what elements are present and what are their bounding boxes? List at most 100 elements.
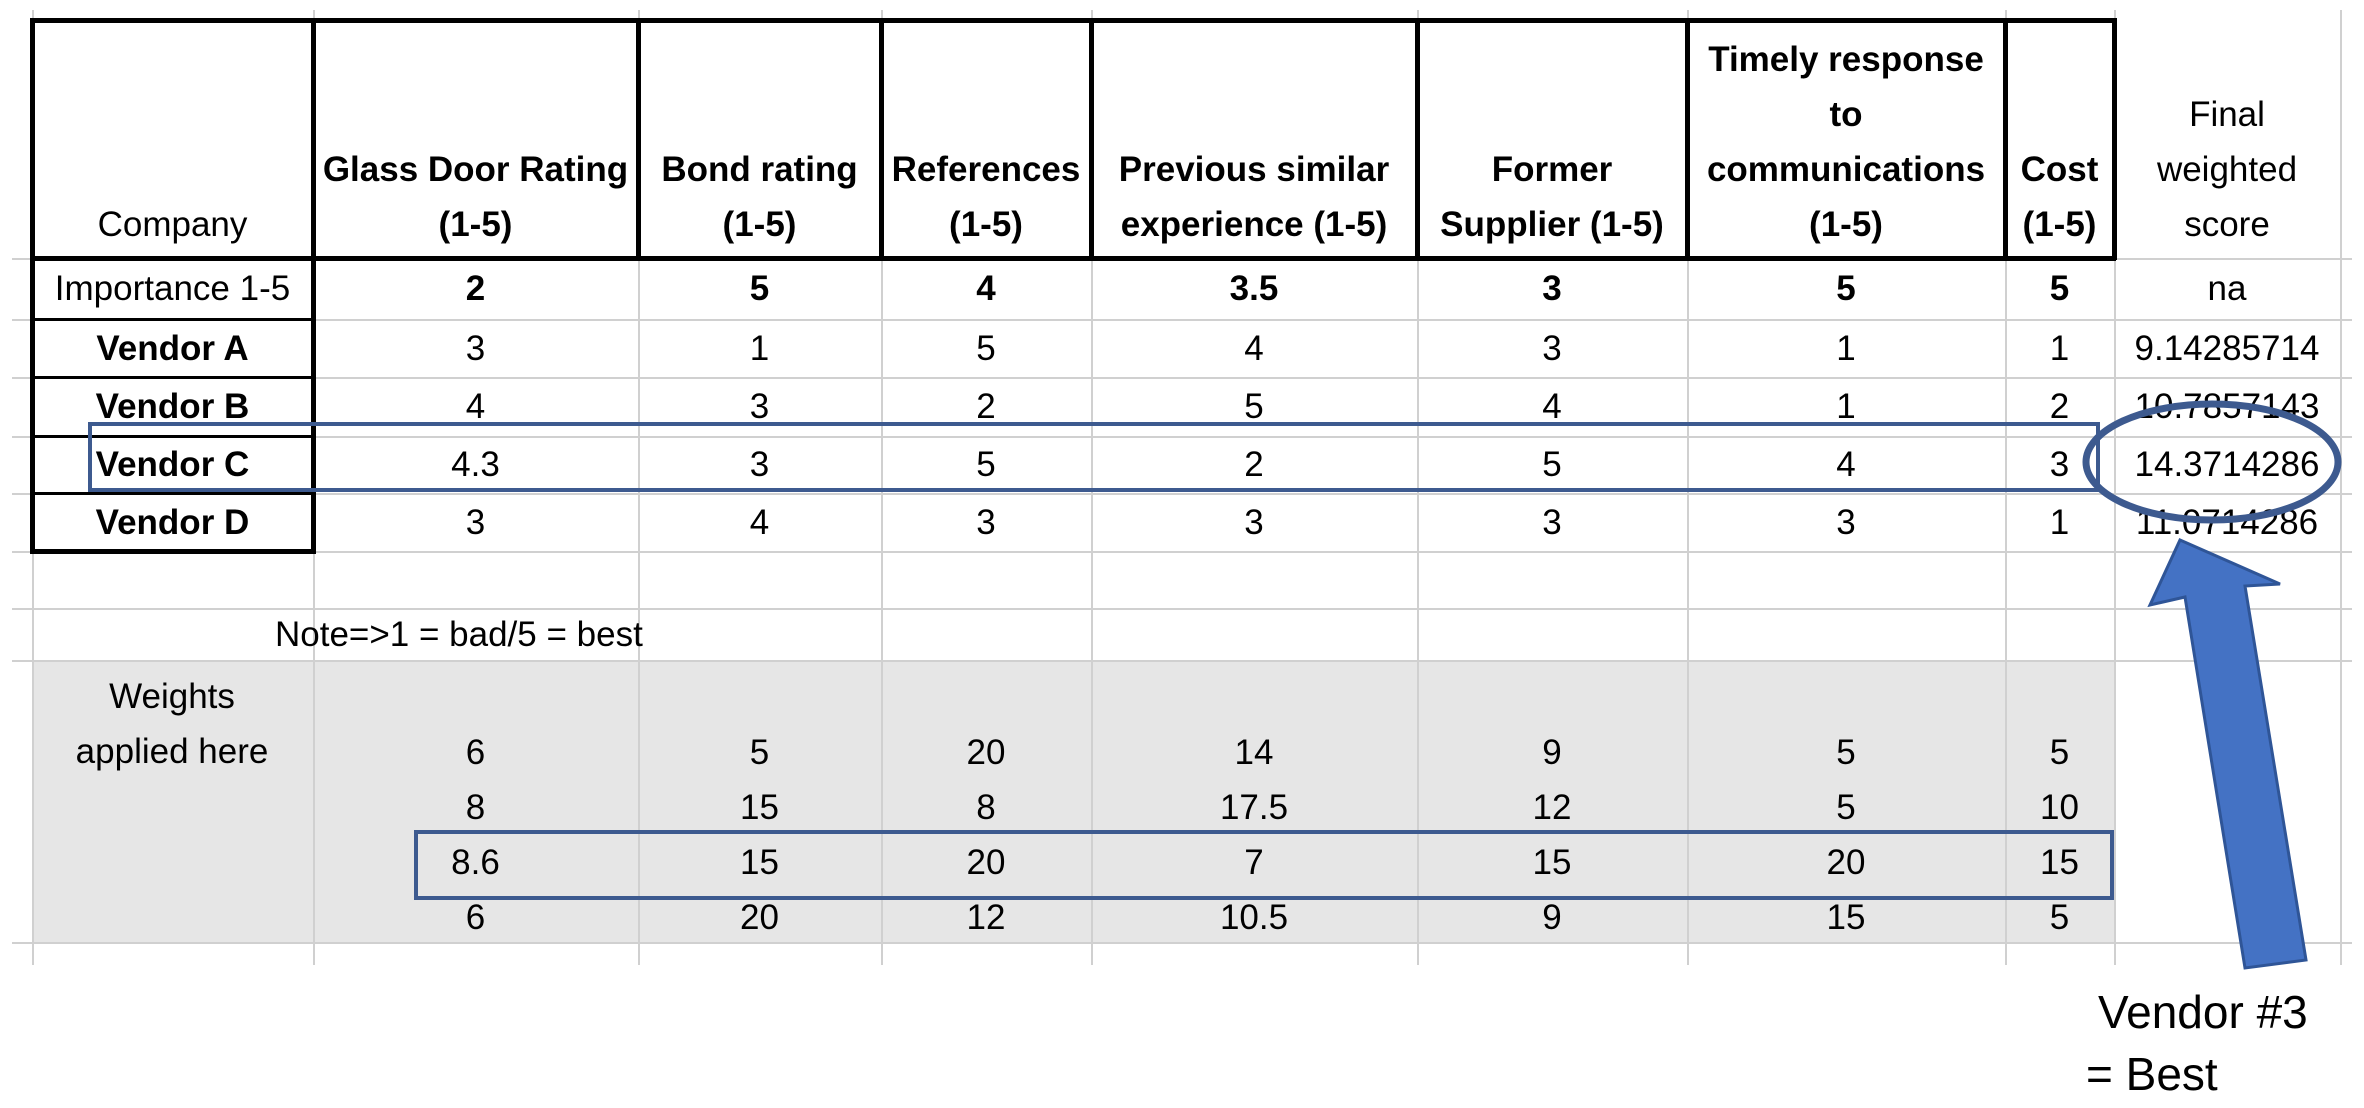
weight-cell: 5	[1836, 733, 1856, 772]
vendor-cell: 1	[1836, 328, 1856, 368]
border-header-col	[1685, 18, 1690, 260]
border-first-col-row	[30, 492, 316, 495]
vendor-cell: 4	[749, 502, 770, 542]
header-line: experience (1-5)	[1120, 205, 1388, 244]
border-header-col	[2003, 18, 2008, 260]
vendor-cell: 3	[976, 502, 996, 542]
weight-cell: 17.5	[1219, 788, 1289, 827]
header-cell: Timely response to communications (1-5)	[1687, 20, 2005, 258]
importance-cell: 5	[1836, 269, 1856, 308]
weight-cell: 9	[1542, 733, 1562, 772]
weight-cell: 12	[966, 898, 1006, 937]
vendor-c-weights-highlight	[414, 830, 2114, 900]
vendor-cell: 1	[2049, 328, 2070, 368]
grid-col-line	[1091, 10, 1093, 965]
grid-col-line	[2114, 10, 2116, 965]
importance-cell: 5	[2049, 269, 2070, 308]
border-header-col	[1089, 18, 1094, 260]
header-cell: References (1-5)	[881, 20, 1091, 258]
vendor-cell: 4	[1244, 328, 1264, 368]
weight-cell: 15	[740, 788, 779, 827]
weight-cell: 15	[1532, 843, 1572, 882]
score-highlight-ellipse	[2082, 400, 2342, 524]
weight-cell: 10	[2040, 788, 2079, 827]
vendor-cell: 4	[1836, 445, 1856, 484]
weight-cell: 15	[1826, 898, 1866, 937]
grid-col-line	[881, 10, 883, 965]
weights-label-line1: Weights	[109, 676, 235, 716]
weight-cell: 5	[2049, 898, 2070, 937]
border-first-col-bottom	[30, 549, 316, 554]
vendor-cell: 2	[976, 387, 996, 426]
vendor-cell: 4	[1542, 387, 1562, 426]
weight-cell: 20	[1826, 843, 1866, 882]
vendor-cell: 3	[2049, 445, 2070, 484]
importance-cell: 2	[465, 269, 486, 308]
header-cell: Previous similar experience (1-5)	[1091, 20, 1417, 258]
header-line: (1-5)	[2022, 205, 2097, 244]
note-text: Note=>1 = bad/5 = best	[275, 614, 643, 654]
grid-row-line	[12, 551, 2352, 553]
vendor-cell: 3	[1542, 502, 1562, 542]
weight-cell: 10.5	[1219, 898, 1289, 937]
header-line: Company	[97, 205, 248, 244]
importance-cell: na	[2207, 269, 2247, 308]
vendor-cell: 1	[1836, 387, 1856, 426]
border-first-col-row	[30, 376, 316, 379]
weight-cell: 15	[740, 843, 779, 882]
header-line: Glass Door Rating	[322, 150, 629, 189]
weight-cell: 6	[465, 733, 486, 772]
weight-cell: 8	[976, 788, 996, 827]
grid-row-line	[12, 608, 2352, 610]
weight-cell: 20	[966, 733, 1006, 772]
grid-col-line	[1417, 10, 1419, 965]
vendor-cell: 1	[2049, 502, 2070, 542]
importance-cell: 5	[749, 269, 770, 308]
vendor-cell: 14.3714286	[2134, 445, 2320, 484]
border-header-col	[636, 18, 641, 260]
grid-col-line	[2005, 10, 2007, 965]
grid-row-line	[12, 660, 2352, 662]
vendor-cell: Vendor D	[95, 502, 250, 542]
grid-col-line	[1687, 10, 1689, 965]
weight-cell: 8	[465, 788, 486, 827]
vendor-cell: 4.3	[451, 445, 500, 484]
weight-cell: 8.6	[451, 843, 500, 882]
annotation-line-1: Vendor #3	[2098, 986, 2308, 1038]
header-line: Cost	[2020, 150, 2099, 189]
header-line: communications	[1706, 150, 1986, 189]
vendor-cell: 3	[465, 328, 486, 368]
weight-cell: 7	[1244, 843, 1264, 882]
importance-cell: 3	[1542, 269, 1562, 308]
weight-cell: 20	[966, 843, 1006, 882]
header-line: Former	[1491, 150, 1613, 189]
border-first-col-left	[30, 18, 35, 553]
vendor-cell: 5	[1542, 445, 1562, 484]
vendor-cell: Vendor B	[95, 387, 250, 426]
header-line: (1-5)	[1809, 205, 1883, 244]
header-line: Final	[2189, 95, 2265, 134]
border-header-bottom	[32, 256, 2116, 261]
importance-cell: Importance 1-5	[54, 269, 291, 308]
header-line: Bond rating	[661, 150, 858, 189]
vendor-cell: Vendor A	[96, 328, 249, 368]
vendor-cell: 3	[465, 502, 486, 542]
vendor-cell: 1	[749, 328, 770, 368]
border-header-col	[879, 18, 884, 260]
vendor-cell: 3	[749, 445, 770, 484]
vendor-cell: 5	[976, 445, 996, 484]
vendor-cell: 3	[1244, 502, 1264, 542]
weight-cell: 5	[749, 733, 770, 772]
grid-col-line	[2340, 10, 2342, 965]
header-line: weighted	[2156, 150, 2298, 189]
grid-row-line	[12, 319, 2352, 321]
header-cell: Glass Door Rating (1-5)	[313, 20, 638, 258]
header-cell: Bond rating (1-5)	[638, 20, 881, 258]
weight-cell: 5	[2049, 733, 2070, 772]
weight-cell: 6	[465, 898, 486, 937]
header-line: (1-5)	[949, 205, 1023, 244]
grid-row-line	[12, 493, 2352, 495]
vendor-cell: 5	[1244, 387, 1264, 426]
header-line: (1-5)	[438, 205, 513, 244]
grid-col-line	[638, 10, 640, 965]
